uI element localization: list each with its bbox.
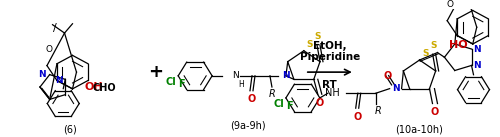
Text: R: R	[268, 89, 276, 99]
Text: Cl: Cl	[166, 77, 176, 87]
Text: N: N	[38, 70, 46, 79]
Text: R: R	[374, 106, 381, 116]
Text: N: N	[392, 84, 400, 93]
Text: N: N	[474, 61, 481, 70]
Text: CHO: CHO	[92, 83, 116, 93]
Text: S: S	[430, 42, 437, 51]
Text: EtOH,: EtOH,	[313, 41, 346, 51]
Text: O: O	[430, 107, 438, 117]
Text: N: N	[232, 71, 239, 80]
Text: (6): (6)	[64, 125, 78, 135]
Text: N: N	[474, 45, 481, 54]
Text: RT: RT	[322, 80, 337, 90]
Text: O: O	[446, 0, 453, 9]
Text: O: O	[248, 94, 256, 104]
Text: OH: OH	[84, 82, 103, 92]
Text: N: N	[54, 76, 62, 85]
Text: (10a-10h): (10a-10h)	[396, 125, 444, 135]
Text: O: O	[354, 112, 362, 122]
Text: N: N	[282, 71, 290, 80]
Text: /: /	[52, 23, 56, 33]
Text: Cl: Cl	[273, 99, 284, 109]
Text: F: F	[286, 101, 292, 111]
Text: HO: HO	[449, 40, 468, 50]
Text: O: O	[316, 98, 324, 108]
Text: F: F	[178, 79, 184, 89]
Text: S: S	[314, 32, 321, 41]
Text: (9a-9h): (9a-9h)	[230, 120, 266, 130]
Text: S: S	[422, 49, 429, 58]
Text: O: O	[46, 45, 53, 54]
Text: NH: NH	[325, 88, 340, 98]
Text: H: H	[238, 80, 244, 89]
Text: Piperidine: Piperidine	[300, 52, 360, 62]
Text: O: O	[384, 71, 392, 81]
Text: S: S	[307, 40, 314, 49]
Text: +: +	[148, 63, 163, 81]
